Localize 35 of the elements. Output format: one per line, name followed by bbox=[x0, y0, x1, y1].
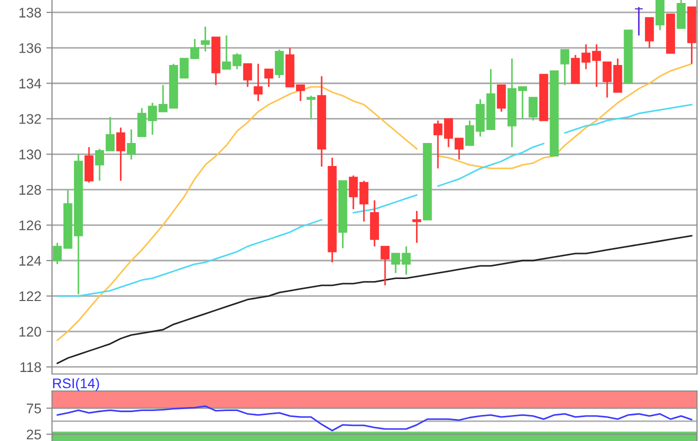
candlestick bbox=[634, 6, 644, 36]
y-tick-label: 124 bbox=[19, 256, 42, 266]
y-tick-label: 118 bbox=[20, 362, 41, 372]
y-tick-label: 132 bbox=[19, 114, 41, 124]
candlestick bbox=[391, 252, 400, 274]
y-tick-label: 128 bbox=[19, 184, 41, 195]
candlestick bbox=[465, 120, 474, 146]
candlestick bbox=[274, 48, 284, 79]
y-tick-label: 130 bbox=[19, 150, 42, 160]
candlestick bbox=[306, 94, 316, 120]
y-tick-label: 126 bbox=[19, 220, 41, 230]
line-series bbox=[56, 405, 692, 432]
candlestick bbox=[402, 246, 411, 276]
candlestick bbox=[412, 210, 422, 244]
y-tick-label: 122 bbox=[19, 291, 41, 302]
candlestick bbox=[496, 84, 506, 112]
candlestick bbox=[644, 16, 654, 49]
chart-title: RSI(14) bbox=[53, 378, 99, 391]
y-tick-label: 25 bbox=[26, 430, 42, 440]
candlestick bbox=[254, 63, 263, 102]
y-tick-label: 134 bbox=[19, 78, 42, 88]
candlestick bbox=[528, 96, 538, 122]
candlestick bbox=[560, 48, 570, 86]
candlestick bbox=[380, 246, 390, 286]
candlestick bbox=[200, 26, 210, 52]
candlestick bbox=[190, 38, 200, 60]
candlestick bbox=[116, 126, 126, 182]
y-tick-label: 136 bbox=[19, 43, 41, 54]
candlestick bbox=[126, 128, 136, 160]
y-tick-label: 120 bbox=[19, 326, 42, 337]
line-series bbox=[56, 234, 692, 364]
candlestick bbox=[243, 63, 252, 88]
y-tick-label: 138 bbox=[19, 8, 41, 18]
candlestick bbox=[264, 68, 274, 88]
y-tick-label: 75 bbox=[26, 404, 42, 414]
